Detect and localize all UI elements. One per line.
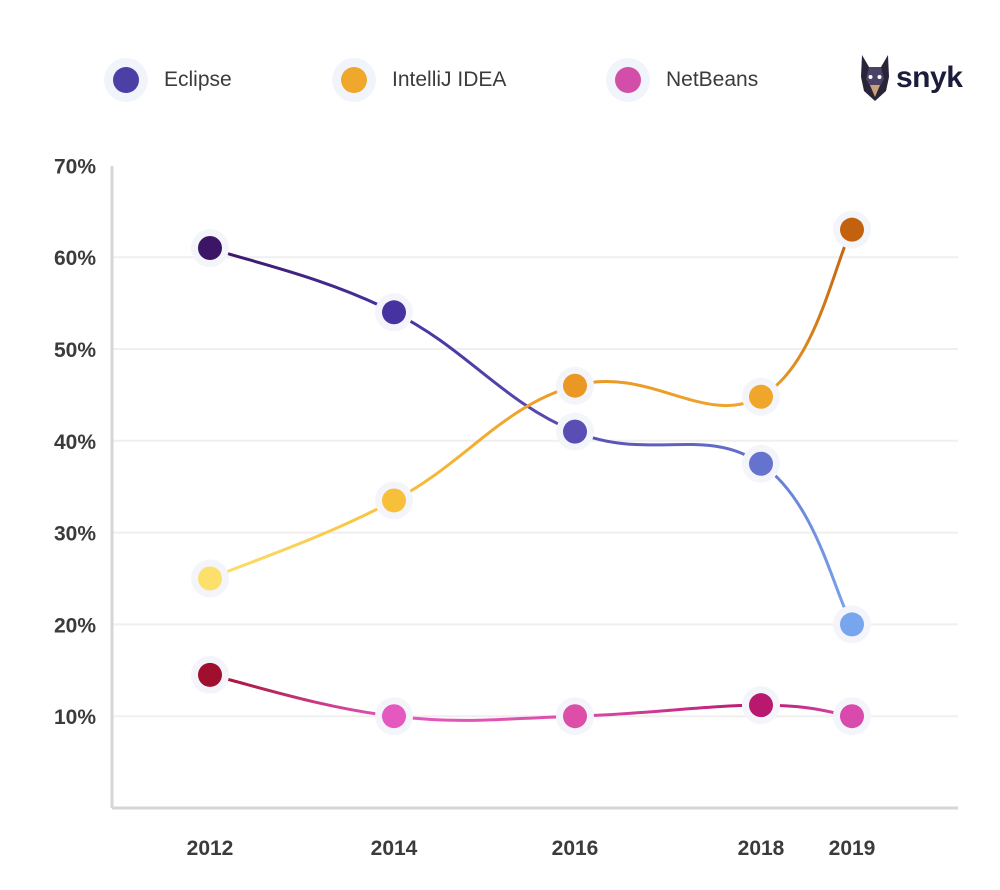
data-point-intellij-idea[interactable] [749,384,773,409]
y-tick-label: 10% [54,706,96,729]
data-point-eclipse[interactable] [840,612,864,637]
grid-lines [112,256,958,718]
data-point-netbeans[interactable] [840,704,864,729]
data-point-eclipse[interactable] [382,300,406,325]
data-point-netbeans[interactable] [382,704,406,729]
axes [110,166,958,810]
legend-label-eclipse: Eclipse [164,68,232,91]
legend-marker-eclipse [104,58,148,102]
y-tick-label: 40% [54,431,96,454]
legend: Eclipse IntelliJ IDEA NetBeans [0,52,1000,108]
x-tick-label: 2012 [187,837,234,860]
legend-item-netbeans[interactable]: NetBeans [606,52,758,108]
x-axis-ticks: 2012 2014 2016 2018 2019 [187,837,876,860]
legend-label-intellij: IntelliJ IDEA [392,68,507,91]
legend-marker-netbeans [606,58,650,102]
doberman-logo-icon [861,55,889,101]
data-point-netbeans[interactable] [563,704,587,729]
x-tick-label: 2016 [552,837,599,860]
y-tick-label: 60% [54,247,96,270]
legend-item-intellij[interactable]: IntelliJ IDEA [332,52,506,108]
data-point-intellij-idea[interactable] [840,217,864,242]
brand-name: snyk [896,61,963,94]
data-point-eclipse[interactable] [749,451,773,476]
data-point-eclipse[interactable] [563,419,587,444]
y-axis-ticks: 10% 20% 30% 40% 50% 60% 70% [54,155,96,729]
y-tick-label: 20% [54,614,96,637]
data-point-netbeans[interactable] [198,662,222,687]
legend-label-netbeans: NetBeans [666,68,759,91]
y-tick-label: 50% [54,339,96,362]
y-tick-label: 70% [54,155,96,178]
x-tick-label: 2019 [829,837,876,860]
series-points [191,210,871,736]
legend-marker-intellij [332,58,376,102]
x-tick-label: 2018 [738,837,785,860]
series-line-eclipse [209,246,854,626]
y-tick-label: 30% [54,523,96,546]
data-point-eclipse[interactable] [198,236,222,261]
legend-item-eclipse[interactable]: Eclipse [104,52,232,108]
x-tick-label: 2014 [371,837,418,860]
data-point-intellij-idea[interactable] [563,373,587,398]
data-point-netbeans[interactable] [749,693,773,718]
brand-logo: snyk [858,52,963,104]
data-point-intellij-idea[interactable] [198,566,222,591]
data-point-intellij-idea[interactable] [382,488,406,513]
